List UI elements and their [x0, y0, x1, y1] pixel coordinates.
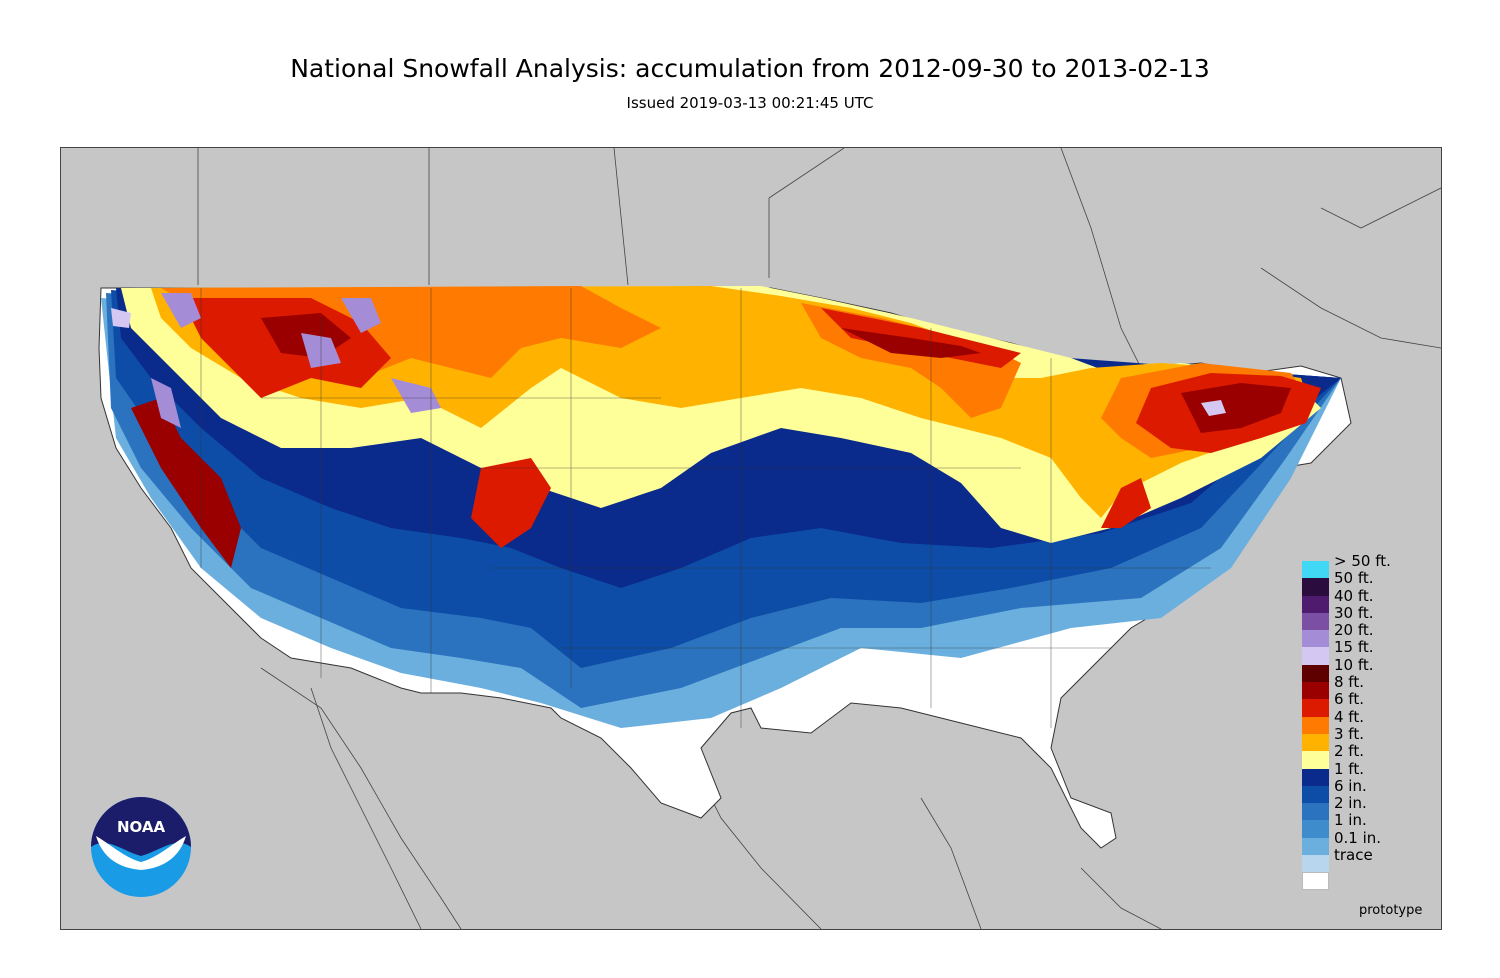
- legend-label: 2 in.: [1334, 794, 1367, 813]
- legend-swatch: [1302, 647, 1329, 665]
- legend-label: > 50 ft.: [1334, 552, 1391, 570]
- legend-item: 3 ft.: [1302, 725, 1422, 752]
- legend-item: 4 ft.: [1302, 708, 1422, 734]
- legend-swatch: [1302, 578, 1329, 596]
- map-title: National Snowfall Analysis: accumulation…: [290, 54, 1210, 83]
- legend-label: trace: [1334, 846, 1373, 865]
- legend-swatch: [1302, 855, 1329, 873]
- legend-swatch: [1302, 630, 1329, 648]
- legend-label: 1 in.: [1334, 811, 1367, 830]
- legend-label: 6 ft.: [1334, 690, 1364, 709]
- legend-item: 2 in.: [1302, 795, 1422, 821]
- legend-label: 20 ft.: [1334, 621, 1374, 640]
- snowfall-map: [60, 147, 1442, 930]
- legend-swatch: [1302, 612, 1329, 631]
- legend-item: 30 ft.: [1302, 604, 1422, 631]
- legend-swatch: [1302, 837, 1329, 856]
- legend-label: 50 ft.: [1334, 569, 1374, 588]
- noaa-logo-text: NOAA: [117, 818, 166, 836]
- legend-label: 15 ft.: [1334, 638, 1374, 657]
- legend-swatch: [1302, 751, 1329, 769]
- legend-swatch: [1302, 561, 1329, 579]
- legend-item: [1302, 872, 1422, 890]
- legend-item: 0.1 in.: [1302, 829, 1422, 856]
- legend-swatch: [1302, 699, 1329, 717]
- legend-item: > 50 ft.: [1302, 553, 1422, 579]
- legend-label: 1 ft.: [1334, 759, 1364, 778]
- legend-item: 8 ft.: [1302, 674, 1422, 700]
- legend-swatch: [1302, 768, 1329, 786]
- legend-swatch: [1302, 820, 1329, 838]
- legend-item: 40 ft.: [1302, 587, 1422, 613]
- legend-label: 2 ft.: [1334, 742, 1364, 761]
- legend-item: 50 ft.: [1302, 570, 1422, 596]
- legend-item: 6 ft.: [1302, 691, 1422, 717]
- legend-label: 6 in.: [1334, 776, 1367, 795]
- legend-swatch: [1302, 803, 1329, 821]
- legend-swatch: [1302, 595, 1329, 613]
- legend-swatch: [1302, 872, 1329, 890]
- legend-swatch: [1302, 785, 1329, 804]
- issued-timestamp: Issued 2019-03-13 00:21:45 UTC: [626, 94, 874, 112]
- legend-label: 3 ft.: [1334, 724, 1364, 743]
- legend-item: 10 ft.: [1302, 656, 1422, 683]
- legend-item: trace: [1302, 847, 1422, 873]
- prototype-label: prototype: [1359, 903, 1423, 918]
- legend-item: 15 ft.: [1302, 639, 1422, 665]
- legend-item: 20 ft.: [1302, 622, 1422, 648]
- legend-item: 1 in.: [1302, 812, 1422, 838]
- legend-label: 30 ft.: [1334, 603, 1374, 622]
- legend-item: 2 ft.: [1302, 743, 1422, 769]
- legend-swatch: [1302, 733, 1329, 752]
- legend-label: 4 ft.: [1334, 707, 1364, 726]
- noaa-logo: NOAA: [91, 797, 191, 897]
- legend-label: 0.1 in.: [1334, 828, 1382, 847]
- legend-label: 8 ft.: [1334, 673, 1364, 692]
- state-lines: [200, 288, 1211, 728]
- legend-item: 6 in.: [1302, 777, 1422, 804]
- legend-item: 1 ft.: [1302, 760, 1422, 786]
- map-graphic: [98, 148, 1441, 929]
- snow-fields: [98, 286, 1352, 849]
- legend-label: 40 ft.: [1334, 586, 1374, 605]
- legend-label: 10 ft.: [1334, 655, 1374, 674]
- legend-swatch: [1302, 664, 1329, 683]
- legend-swatch: [1302, 716, 1329, 734]
- color-legend: > 50 ft. 50 ft. 40 ft. 30 ft. 20 ft. 15 ft. 10…: [1302, 553, 1422, 890]
- legend-swatch: [1302, 682, 1329, 700]
